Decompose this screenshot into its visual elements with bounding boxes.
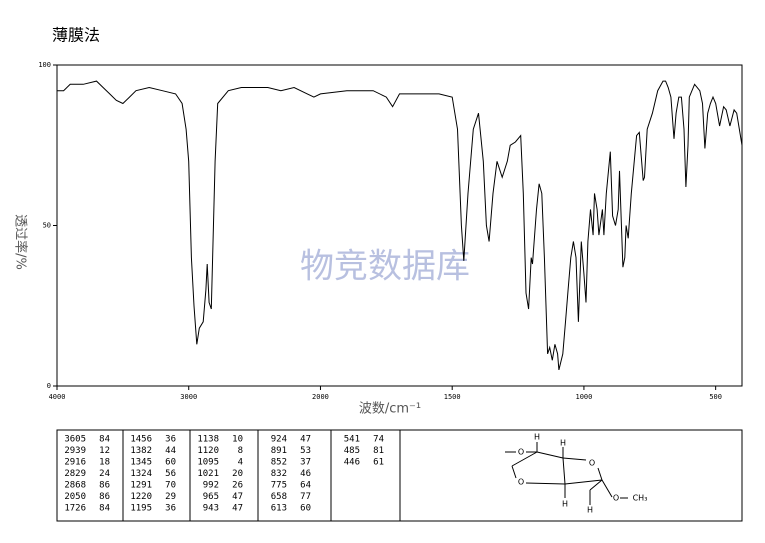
peak-transmittance: 20 (232, 469, 243, 479)
peak-transmittance: 8 (238, 446, 243, 456)
peak-transmittance: 46 (300, 469, 311, 479)
x-tick-label: 1500 (444, 393, 461, 401)
peak-wavenumber: 3605 (64, 435, 86, 445)
atom-label: H (587, 506, 593, 515)
peak-transmittance: 86 (99, 481, 110, 491)
peak-wavenumber: 1726 (64, 504, 86, 514)
peak-transmittance: 47 (232, 504, 243, 514)
spectrum-line (57, 80, 743, 371)
peak-wavenumber: 2916 (64, 458, 86, 468)
peak-wavenumber: 1291 (130, 481, 152, 491)
peak-transmittance: 77 (300, 492, 311, 502)
atom-label: H (562, 500, 568, 509)
table-dividers (122, 430, 401, 521)
peak-wavenumber: 832 (271, 469, 287, 479)
peak-transmittance: 26 (232, 481, 243, 491)
peak-wavenumber: 924 (271, 435, 287, 445)
peak-transmittance: 18 (99, 458, 110, 468)
peak-wavenumber: 1456 (130, 435, 152, 445)
x-tick-label: 3000 (180, 393, 197, 401)
atom-label: O (589, 459, 595, 468)
peak-wavenumber: 541 (344, 435, 360, 445)
peak-wavenumber: 1324 (130, 469, 152, 479)
peak-transmittance: 84 (99, 504, 110, 514)
peak-transmittance: 10 (232, 435, 243, 445)
peak-transmittance: 47 (300, 435, 311, 445)
peak-wavenumber: 1138 (197, 435, 219, 445)
peak-wavenumber: 1195 (130, 504, 152, 514)
y-tick-label: 50 (43, 222, 51, 230)
peak-wavenumber: 943 (203, 504, 219, 514)
peak-transmittance: 36 (165, 504, 176, 514)
peak-wavenumber: 1220 (130, 492, 152, 502)
peak-wavenumber: 992 (203, 481, 219, 491)
peak-wavenumber: 2868 (64, 481, 86, 491)
peak-wavenumber: 613 (271, 504, 287, 514)
peak-wavenumber: 2829 (64, 469, 86, 479)
peak-transmittance: 84 (99, 435, 110, 445)
peak-transmittance: 74 (373, 435, 384, 445)
x-tick-label: 4000 (49, 393, 66, 401)
peak-wavenumber: 1345 (130, 458, 152, 468)
peak-wavenumber: 2050 (64, 492, 86, 502)
peak-transmittance: 24 (99, 469, 110, 479)
watermark: 物竞数据库 (300, 247, 470, 287)
atom-label: CH₃ (633, 494, 648, 503)
peak-wavenumber: 658 (271, 492, 287, 502)
atom-label: O (518, 448, 524, 457)
peak-transmittance: 47 (232, 492, 243, 502)
peak-transmittance: 12 (99, 446, 110, 456)
peak-wavenumber: 891 (271, 446, 287, 456)
peak-transmittance: 60 (165, 458, 176, 468)
atom-label: O (613, 494, 619, 503)
atom-label: H (534, 433, 540, 442)
peak-transmittance: 44 (165, 446, 176, 456)
peak-transmittance: 61 (373, 458, 384, 468)
peak-transmittance: 4 (238, 458, 243, 468)
peak-transmittance: 53 (300, 446, 311, 456)
peak-transmittance: 56 (165, 469, 176, 479)
atom-label: O (518, 478, 524, 487)
peak-wavenumber: 1095 (197, 458, 219, 468)
y-tick-label: 100 (38, 61, 51, 69)
x-tick-label: 500 (709, 393, 722, 401)
chart-title: 薄膜法 (52, 26, 100, 45)
peak-wavenumber: 485 (344, 446, 360, 456)
structure-bonds (505, 442, 628, 505)
peak-transmittance: 81 (373, 446, 384, 456)
x-axis-label: 波数/cm⁻¹ (359, 402, 421, 417)
peak-wavenumber: 852 (271, 458, 287, 468)
atom-label: H (560, 439, 566, 448)
peak-transmittance: 29 (165, 492, 176, 502)
peak-wavenumber: 1382 (130, 446, 152, 456)
x-tick-label: 2000 (312, 393, 329, 401)
peak-transmittance: 60 (300, 504, 311, 514)
y-tick-label: 0 (47, 382, 51, 390)
peak-transmittance: 36 (165, 435, 176, 445)
peak-transmittance: 37 (300, 458, 311, 468)
peak-wavenumber: 1120 (197, 446, 219, 456)
peak-wavenumber: 446 (344, 458, 360, 468)
x-tick-label: 1000 (575, 393, 592, 401)
peak-wavenumber: 775 (271, 481, 287, 491)
peak-transmittance: 86 (99, 492, 110, 502)
peak-wavenumber: 1021 (197, 469, 219, 479)
peak-transmittance: 70 (165, 481, 176, 491)
y-axis-label: 透过率/% (13, 214, 29, 270)
peak-transmittance: 64 (300, 481, 311, 491)
peak-wavenumber: 965 (203, 492, 219, 502)
peak-wavenumber: 2939 (64, 446, 86, 456)
plot-frame (56, 64, 743, 387)
